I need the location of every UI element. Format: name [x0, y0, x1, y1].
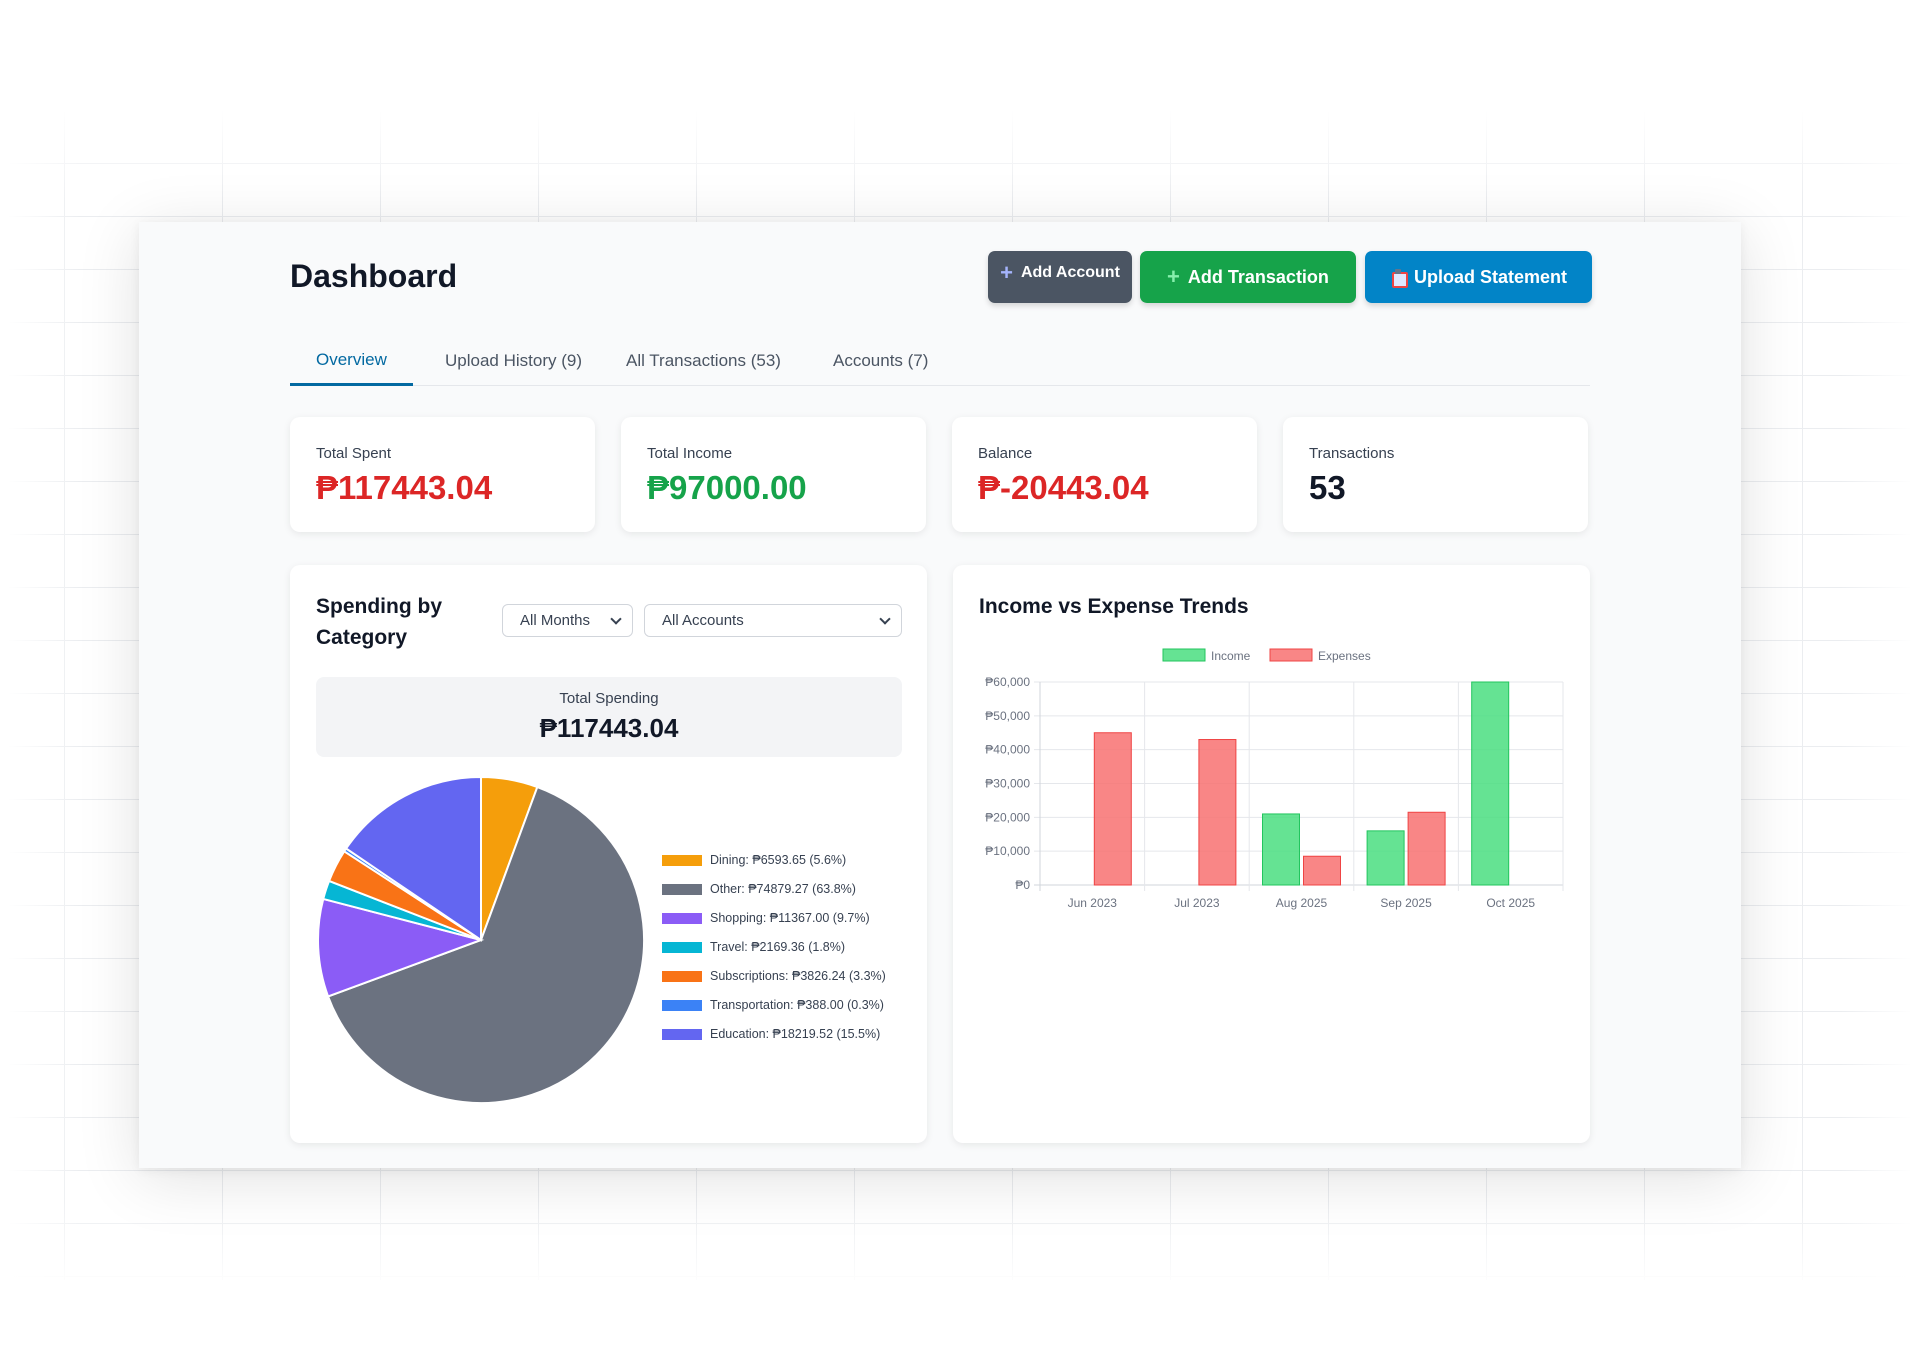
upload-statement-label: Upload Statement [1413, 266, 1568, 287]
tab-bar: Overview Upload History (9) All Transact… [290, 336, 1590, 386]
dashboard-content: Dashboard + Add Account + Add Transactio… [290, 222, 1592, 1168]
y-tick-label: ₱10,000 [985, 844, 1030, 858]
stat-value: ₱-20443.04 [978, 469, 1149, 506]
legend-item[interactable]: Dining: ₱6593.65 (5.6%) [662, 850, 846, 870]
stat-label: Transactions [1309, 445, 1395, 462]
total-spending-box: Total Spending ₱117443.04 [316, 677, 902, 757]
y-tick-label: ₱50,000 [985, 709, 1030, 723]
background-fade-right [1840, 0, 1920, 1354]
legend-item[interactable]: Other: ₱74879.27 (63.8%) [662, 879, 856, 899]
spending-by-category-panel: Spending by Category All Months All Acco… [290, 565, 927, 1143]
legend-swatch [662, 1028, 702, 1040]
legend-label: Transportation: ₱388.00 (0.3%) [710, 998, 884, 1012]
background-fade-top [0, 0, 1920, 200]
total-spending-label: Total Spending [559, 690, 659, 707]
x-tick-label: Jul 2023 [1174, 896, 1220, 910]
legend-item[interactable]: Transportation: ₱388.00 (0.3%) [662, 995, 884, 1015]
stat-label: Total Spent [316, 445, 392, 462]
chevron-down-icon [879, 613, 891, 625]
stat-label: Total Income [647, 445, 733, 462]
stat-label: Balance [978, 445, 1033, 462]
tab-overview[interactable]: Overview [290, 336, 413, 386]
months-select-value: All Months [520, 612, 591, 629]
total-spending-value: ₱117443.04 [539, 713, 679, 743]
plus-icon: + [1000, 260, 1013, 285]
pie-slice[interactable] [326, 785, 645, 1104]
chevron-down-icon [610, 613, 622, 625]
background-fade-left [0, 0, 80, 1354]
legend-swatch [1269, 648, 1313, 662]
legend-item[interactable]: Subscriptions: ₱3826.24 (3.3%) [662, 966, 886, 986]
expenses-bar[interactable] [1303, 855, 1341, 886]
spending-panel-title: Spending by Category [316, 595, 442, 649]
expenses-bar[interactable] [1198, 739, 1237, 886]
legend-item[interactable]: Travel: ₱2169.36 (1.8%) [662, 937, 845, 957]
accounts-select[interactable]: All Accounts [644, 604, 902, 637]
legend-label[interactable]: Income [1211, 649, 1251, 663]
tab-upload-history[interactable]: Upload History (9) [445, 351, 582, 370]
stat-card-balance: Balance ₱-20443.04 [952, 417, 1257, 532]
income-bar[interactable] [1366, 830, 1405, 886]
legend-swatch [662, 999, 702, 1011]
y-tick-label: ₱20,000 [985, 810, 1030, 824]
legend-item[interactable]: Shopping: ₱11367.00 (9.7%) [662, 908, 870, 928]
stat-value: ₱117443.04 [316, 469, 493, 506]
expenses-bar[interactable] [1093, 732, 1132, 886]
x-tick-label: Aug 2025 [1276, 896, 1328, 910]
legend-swatch [662, 941, 702, 953]
income-bar[interactable] [1262, 813, 1300, 886]
legend-label: Subscriptions: ₱3826.24 (3.3%) [710, 969, 886, 983]
stat-value: 53 [1309, 469, 1346, 506]
add-account-button[interactable]: + Add Account [988, 251, 1132, 303]
stat-value: ₱97000.00 [647, 469, 807, 506]
tab-all-transactions[interactable]: All Transactions (53) [626, 351, 781, 370]
income-expense-bar-chart: ₱0 ₱10,000 ₱20,000 ₱30,000 ₱40,000 ₱50,000 ₱60… [985, 648, 1564, 910]
add-transaction-button[interactable]: + Add Transaction [1140, 251, 1356, 303]
legend-label: Education: ₱18219.52 (15.5%) [710, 1027, 881, 1041]
upload-statement-button[interactable]: Upload Statement [1365, 251, 1592, 303]
clipboard-icon [1390, 269, 1408, 288]
legend-label: Other: ₱74879.27 (63.8%) [710, 882, 856, 896]
accounts-select-value: All Accounts [662, 612, 744, 629]
pie-slice[interactable] [344, 775, 482, 942]
legend-swatch [662, 970, 702, 982]
legend-swatch [1162, 648, 1206, 662]
legend-item[interactable]: Education: ₱18219.52 (15.5%) [662, 1024, 880, 1044]
tab-accounts[interactable]: Accounts (7) [833, 351, 929, 370]
x-tick-label: Jun 2023 [1068, 896, 1118, 910]
stat-card-total-spent: Total Spent ₱117443.04 [290, 417, 595, 532]
months-select[interactable]: All Months [502, 604, 633, 637]
legend-swatch [662, 854, 702, 866]
income-expense-trends-panel: Income vs Expense Trends ₱0 ₱10,000 ₱20,00… [953, 565, 1590, 1143]
x-tick-label: Sep 2025 [1380, 896, 1432, 910]
legend-label: Travel: ₱2169.36 (1.8%) [710, 940, 846, 954]
y-tick-label: ₱30,000 [985, 777, 1030, 791]
stat-card-total-income: Total Income ₱97000.00 [621, 417, 926, 532]
income-bar[interactable] [1471, 681, 1510, 886]
trends-panel-title: Income vs Expense Trends [979, 595, 1249, 618]
legend-label[interactable]: Expenses [1318, 649, 1371, 663]
y-tick-label: ₱60,000 [985, 675, 1030, 689]
add-transaction-label: Add Transaction [1187, 266, 1329, 287]
legend-label: Shopping: ₱11367.00 (9.7%) [710, 911, 870, 925]
legend-label: Dining: ₱6593.65 (5.6%) [710, 853, 847, 867]
add-account-label: Add Account [1020, 264, 1120, 281]
y-tick-label: ₱0 [1015, 878, 1030, 892]
legend-swatch [662, 912, 702, 924]
pie-slice[interactable] [317, 897, 485, 998]
background-fade-bottom [0, 1200, 1920, 1354]
spending-pie-chart [317, 775, 645, 1104]
app-window: Dashboard + Add Account + Add Transactio… [139, 222, 1741, 1168]
stat-card-transactions: Transactions 53 [1283, 417, 1588, 532]
expenses-bar[interactable] [1407, 811, 1446, 886]
legend-swatch [662, 883, 702, 895]
y-tick-label: ₱40,000 [985, 743, 1030, 757]
plus-icon: + [1167, 264, 1180, 289]
page-header: Dashboard + Add Account + Add Transactio… [290, 251, 1592, 303]
page-title: Dashboard [290, 258, 458, 294]
x-tick-label: Oct 2025 [1486, 896, 1535, 910]
